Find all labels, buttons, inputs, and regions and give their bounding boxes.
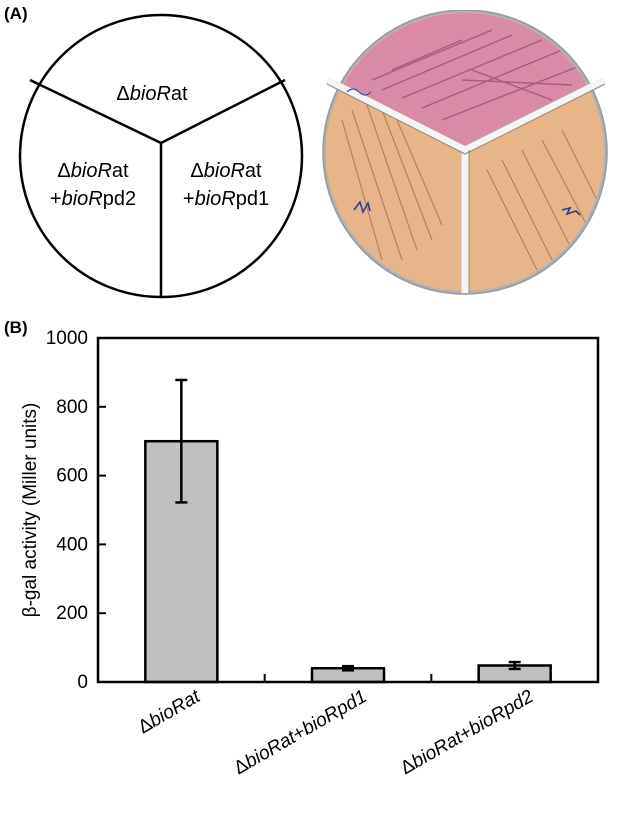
- bar-chart: 0 200 400 600 800 1000 ΔbioRat ΔbioRat+bioRpd1…: [20, 328, 600, 779]
- panel-a-label: (A): [4, 4, 28, 23]
- x-category-label: ΔbioRat+bioRpd2: [397, 686, 537, 779]
- sector-label-top: ΔbioRat: [116, 83, 188, 105]
- pen-mark-top: [346, 88, 372, 96]
- y-tick-label: 0: [77, 672, 88, 693]
- y-axis-label: β-gal activity (Miller units): [20, 403, 41, 618]
- plot-frame: [96, 336, 600, 684]
- plate-dividers: [325, 76, 607, 293]
- error-bar: [175, 378, 188, 504]
- streaks-top: [371, 29, 583, 121]
- error-bar: [508, 660, 521, 671]
- bars: [144, 378, 552, 684]
- y-tick-label: 800: [56, 397, 88, 418]
- plate-dividers-edge: [326, 83, 606, 293]
- y-tick-label: 400: [56, 534, 88, 555]
- panel-b-label: (B): [4, 318, 28, 337]
- plate-photo: [322, 10, 608, 295]
- streaks-left: [341, 104, 443, 261]
- error-bar: [342, 664, 354, 672]
- sector-label-left-line2: +bioRpd2: [50, 188, 136, 210]
- x-category-label: ΔbioRat+bioRpd1: [231, 686, 371, 779]
- plate-schematic: ΔbioRat ΔbioRat +bioRpd2 ΔbioRat +bioRpd…: [18, 13, 304, 299]
- y-axis-ticks: 0 200 400 600 800 1000: [46, 328, 106, 693]
- y-tick-label: 200: [56, 603, 88, 624]
- x-axis-labels: ΔbioRat ΔbioRat+bioRpd1 ΔbioRat+bioRpd2: [135, 686, 538, 779]
- divider-left: [29, 78, 162, 145]
- streaks-right: [486, 129, 603, 271]
- x-category-label: ΔbioRat: [135, 686, 205, 738]
- sector-label-right-line1: ΔbioRat: [190, 160, 262, 182]
- divider-right: [160, 78, 286, 145]
- sector-label-right-line2: +bioRpd1: [183, 188, 269, 210]
- pen-mark-left: [353, 200, 371, 215]
- sector-label-left-line1: ΔbioRat: [57, 160, 129, 182]
- y-tick-label: 600: [56, 466, 88, 487]
- y-tick-label: 1000: [46, 328, 88, 349]
- pen-mark-right: [561, 206, 581, 216]
